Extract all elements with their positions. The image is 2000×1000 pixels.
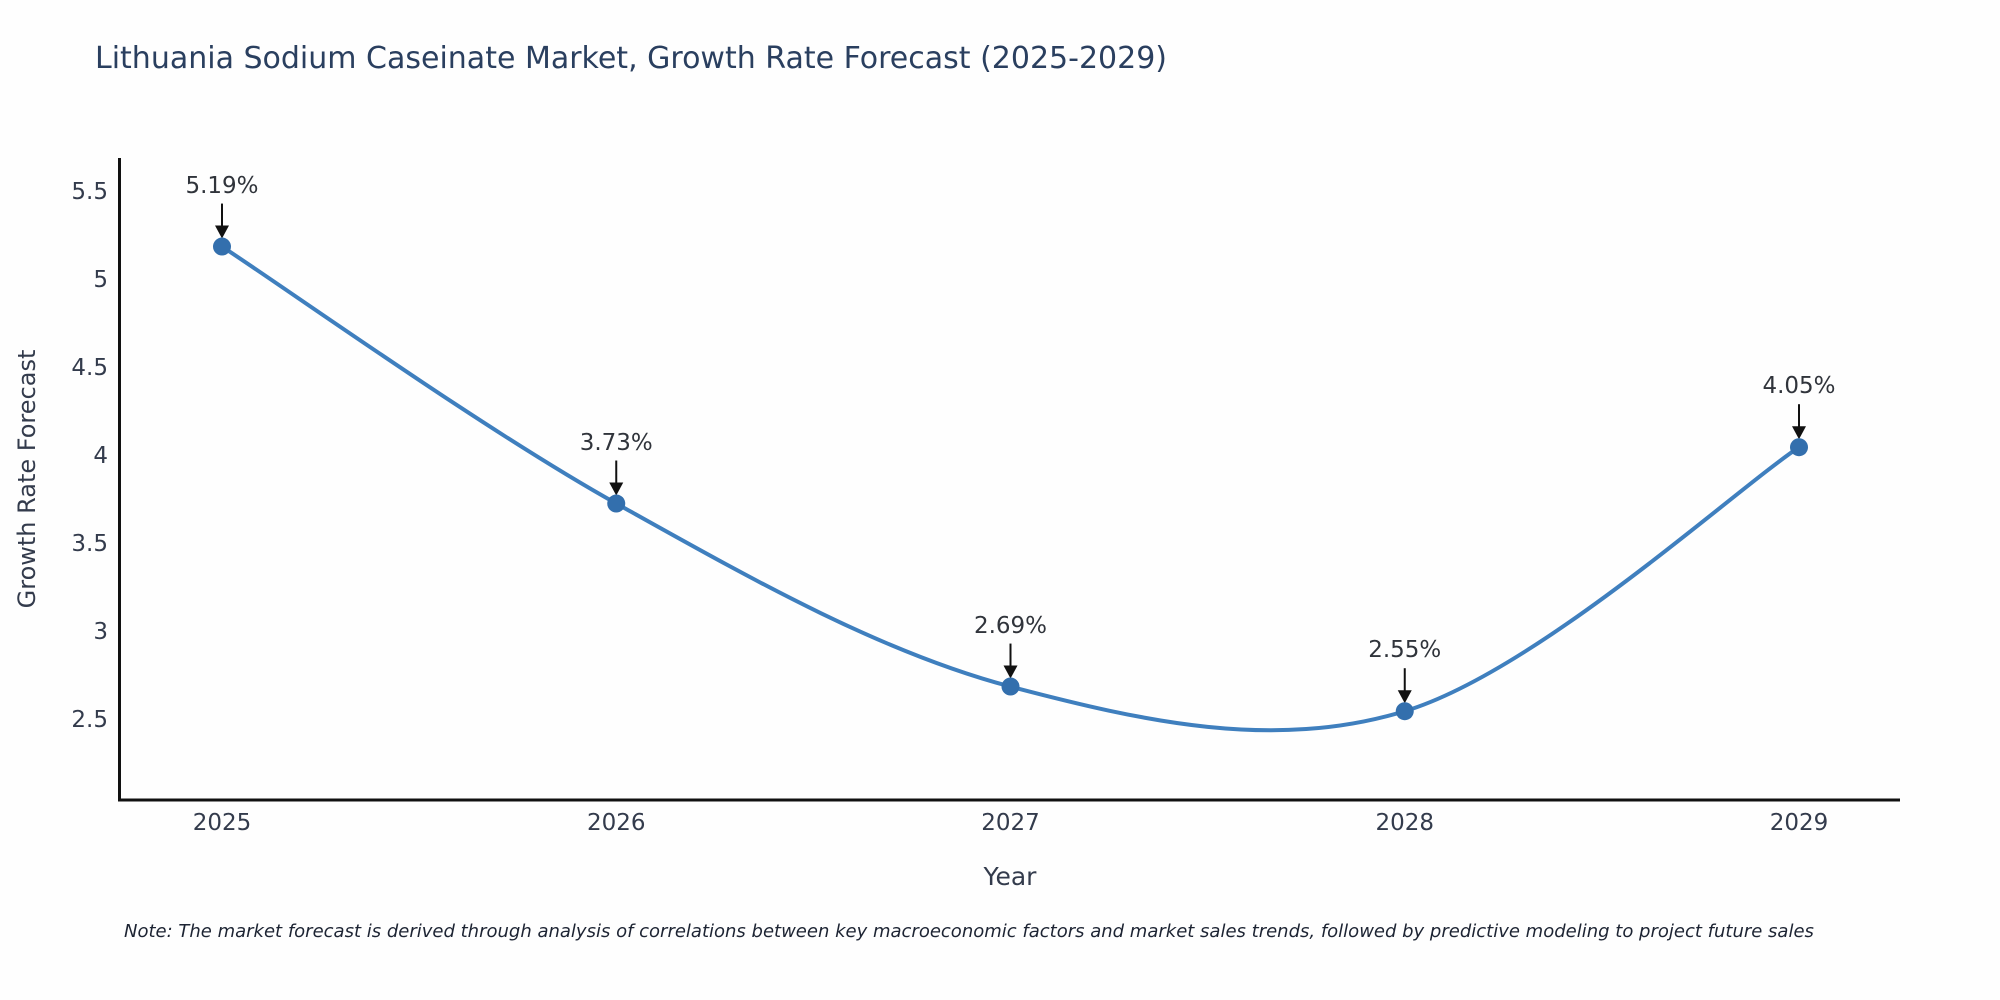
x-tick-label: 2025 bbox=[192, 810, 252, 836]
y-tick-label: 2.5 bbox=[71, 707, 108, 733]
annotation-arrow-head bbox=[215, 225, 229, 239]
y-tick-label: 5.5 bbox=[71, 179, 108, 205]
annotation-arrow-head bbox=[609, 482, 624, 496]
annotation-arrow-head bbox=[1792, 426, 1806, 440]
data-point-label: 5.19% bbox=[185, 172, 259, 199]
annotation-arrow-head bbox=[1003, 665, 1018, 679]
data-point-label: 4.05% bbox=[1762, 373, 1836, 400]
x-tick-label: 2027 bbox=[981, 810, 1040, 836]
data-point-marker bbox=[1790, 438, 1808, 457]
footnote: Note: The market forecast is derived thr… bbox=[124, 921, 1814, 942]
data-point-marker bbox=[213, 237, 231, 256]
x-tick-label: 2026 bbox=[586, 810, 646, 836]
annotation-arrow-layer bbox=[215, 203, 1806, 704]
y-tick-label: 4 bbox=[93, 443, 108, 469]
data-point-marker bbox=[1395, 702, 1414, 721]
chart-title: Lithuania Sodium Caseinate Market, Growt… bbox=[95, 41, 1168, 76]
data-point-marker bbox=[607, 494, 626, 513]
y-tick-label: 4.5 bbox=[71, 355, 108, 381]
x-tick-label: 2028 bbox=[1375, 810, 1435, 836]
x-axis-title: Year bbox=[983, 862, 1037, 891]
y-tick-label: 5 bbox=[93, 267, 108, 293]
data-point-label: 2.55% bbox=[1368, 637, 1442, 664]
data-point-layer bbox=[213, 237, 1808, 721]
x-tick-label: 2029 bbox=[1769, 810, 1829, 836]
y-tick-label: 3 bbox=[93, 619, 108, 645]
y-tick-label: 3.5 bbox=[71, 531, 108, 557]
annotation-arrow-head bbox=[1397, 690, 1412, 704]
data-point-label: 2.69% bbox=[973, 612, 1048, 639]
data-point-label: 3.73% bbox=[579, 429, 653, 456]
data-point-marker bbox=[1001, 677, 1020, 696]
